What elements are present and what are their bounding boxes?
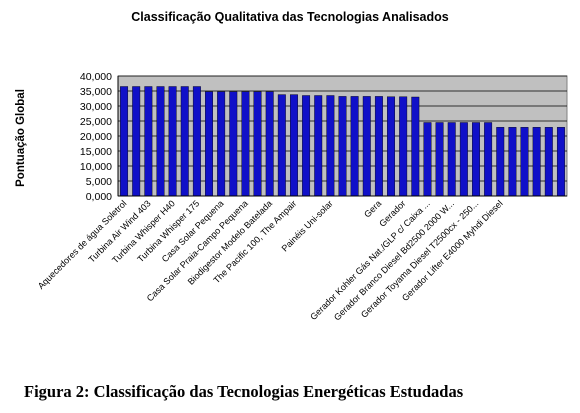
y-axis-label: Pontuação Global (15, 89, 27, 187)
bar (338, 96, 347, 197)
bar (459, 122, 468, 197)
bar (289, 94, 298, 197)
bar (350, 96, 359, 197)
y-tick-label: 40,000 (80, 71, 112, 83)
bar (411, 96, 420, 197)
bar (132, 86, 141, 197)
bar (302, 95, 311, 197)
chart-title: Classificação Qualitativa das Tecnologia… (131, 10, 449, 24)
figure-caption: Figura 2: Classificação das Tecnologias … (24, 382, 464, 401)
x-tick-label: Aquecedores de água Soletrol (36, 198, 129, 291)
bar (556, 127, 565, 197)
bar (144, 86, 153, 197)
y-tick-label: 30,000 (80, 101, 112, 113)
bar (217, 91, 226, 197)
x-tick-label: Gera (362, 198, 383, 219)
bar (253, 91, 262, 197)
bar (362, 96, 371, 197)
bar (544, 127, 553, 197)
y-tick-label: 35,000 (80, 86, 112, 98)
y-tick-label: 15,000 (80, 146, 112, 158)
bar (314, 95, 323, 197)
bar (374, 96, 383, 197)
bar (435, 122, 444, 197)
bar (472, 122, 480, 197)
bar (387, 96, 396, 197)
bar (520, 127, 529, 197)
bar (192, 86, 201, 197)
y-tick-label: 0,000 (86, 191, 112, 203)
bar (326, 95, 335, 197)
plot-area: 0,000 5,000 10,000 15,000 20,000 25,000 30,000… (36, 71, 568, 323)
y-tick-label: 10,000 (80, 161, 112, 173)
bar (180, 86, 189, 197)
y-tick-label: 5,000 (86, 176, 112, 188)
bar (508, 127, 517, 197)
bar (484, 122, 493, 197)
bar (241, 91, 250, 197)
bar (120, 86, 129, 197)
bar (265, 91, 274, 197)
y-tick-label: 25,000 (80, 116, 112, 128)
y-tick-label: 20,000 (80, 131, 112, 143)
bar (399, 96, 408, 197)
bar (496, 127, 505, 197)
bar (168, 86, 177, 197)
bar (205, 91, 213, 197)
bar (423, 122, 432, 197)
bar (532, 127, 541, 197)
bar (156, 86, 165, 197)
bar (277, 94, 286, 197)
bar (447, 122, 456, 197)
bar (229, 91, 238, 197)
